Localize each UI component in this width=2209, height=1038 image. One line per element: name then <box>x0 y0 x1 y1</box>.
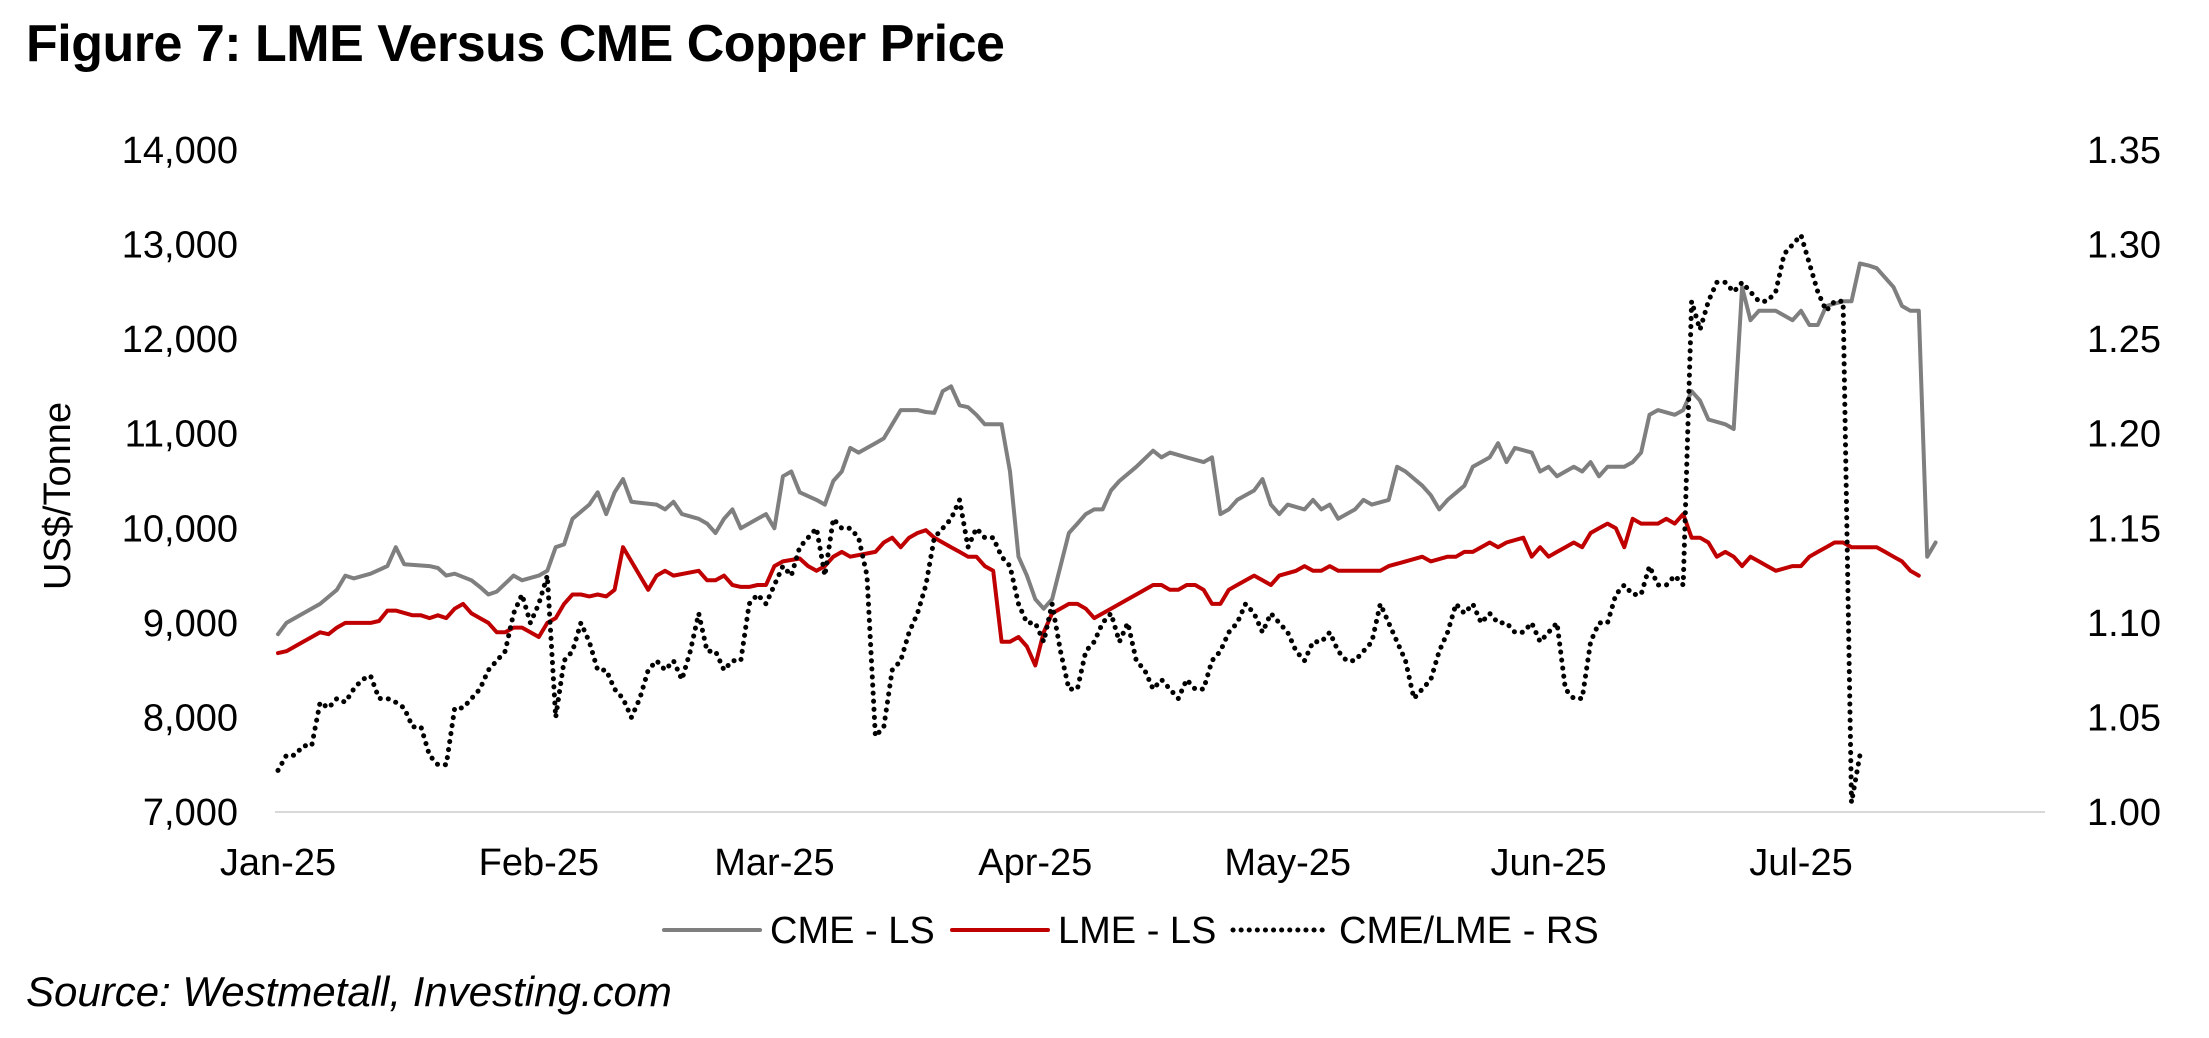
right-y-tick-label: 1.05 <box>2087 697 2161 739</box>
series-line-1 <box>276 512 1921 668</box>
right-y-axis-ticks: 1.35 1.30 1.25 1.20 1.15 1.10 1.05 1.00 <box>2087 130 2161 834</box>
right-y-tick-label: 1.20 <box>2087 414 2161 456</box>
x-tick-label: Jan-25 <box>220 842 336 884</box>
right-y-tick-label: 1.15 <box>2087 508 2161 550</box>
right-y-tick-label: 1.35 <box>2087 130 2161 172</box>
x-axis-ticks: Jan-25 Feb-25 Mar-25 Apr-25 May-25 Jun-25 Jul-… <box>220 842 1853 884</box>
left-y-tick-label: 11,000 <box>125 414 238 456</box>
right-y-tick-label: 1.25 <box>2087 319 2161 361</box>
x-tick-label: Mar-25 <box>714 842 834 884</box>
legend: CME - LS LME - LS CME/LME - RS <box>662 910 1599 952</box>
x-tick-label: Jun-25 <box>1490 842 1606 884</box>
left-y-tick-label: 8,000 <box>143 697 238 739</box>
x-tick-label: May-25 <box>1224 842 1351 884</box>
series-line-2 <box>275 232 1863 805</box>
x-tick-label: Feb-25 <box>479 842 599 884</box>
x-tick-label: Jul-25 <box>1749 842 1853 884</box>
right-y-tick-label: 1.30 <box>2087 225 2161 267</box>
left-y-tick-label: 12,000 <box>122 319 238 361</box>
right-y-tick-label: 1.00 <box>2087 792 2161 834</box>
series-lines <box>275 232 1938 805</box>
left-y-tick-label: 9,000 <box>143 603 238 645</box>
chart-title: Figure 7: LME Versus CME Copper Price <box>26 15 1005 73</box>
left-y-tick-label: 7,000 <box>143 792 238 834</box>
left-y-tick-label: 10,000 <box>122 508 238 550</box>
legend-label-0: CME - LS <box>770 910 935 952</box>
y-axis-label: US$/Tonne <box>37 402 79 590</box>
source-note: Source: Westmetall, Investing.com <box>26 968 672 1015</box>
left-y-axis-ticks: 14,000 13,000 12,000 11,000 10,000 9,000 8,000… <box>122 130 238 834</box>
legend-label-2: CME/LME - RS <box>1339 910 1599 952</box>
right-y-tick-label: 1.10 <box>2087 603 2161 645</box>
left-y-tick-label: 13,000 <box>122 225 238 267</box>
legend-label-1: LME - LS <box>1058 910 1216 952</box>
series-line-0 <box>276 261 1938 637</box>
x-tick-label: Apr-25 <box>978 842 1092 884</box>
left-y-tick-label: 14,000 <box>122 130 238 172</box>
